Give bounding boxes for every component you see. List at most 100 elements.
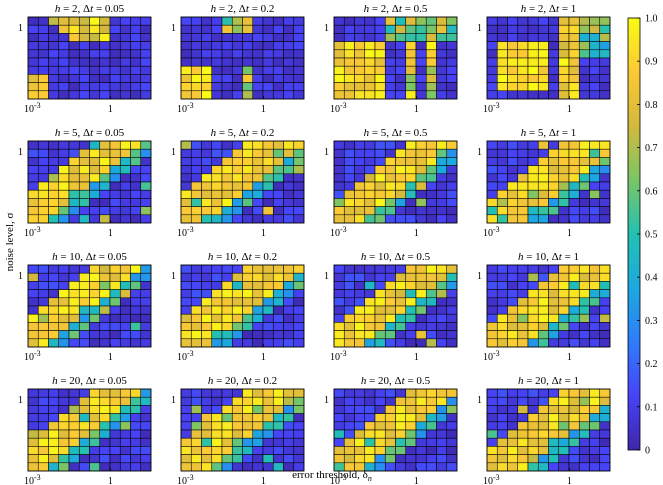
- heatmap-cell: [242, 281, 254, 290]
- heatmap-cell: [558, 82, 570, 92]
- heatmap-cell: [343, 82, 355, 92]
- heatmap-cell: [140, 90, 152, 100]
- heatmap-cell: [140, 206, 152, 216]
- heatmap-cell: [262, 454, 274, 464]
- heatmap-cell: [221, 272, 233, 282]
- heatmap-cell: [517, 148, 529, 158]
- heatmap-cell: [436, 165, 448, 175]
- heatmap-cell: [272, 189, 284, 199]
- heatmap-cell: [99, 322, 111, 331]
- heatmap-cell: [130, 405, 142, 414]
- heatmap-cell: [242, 297, 254, 307]
- heatmap-cell: [548, 82, 560, 92]
- heatmap-cell: [37, 148, 49, 158]
- heatmap-panel: h = 2, Δt = 0.210-3 11: [171, 3, 305, 115]
- heatmap-cell: [190, 181, 202, 191]
- heatmap-cell: [395, 148, 407, 158]
- heatmap-cell: [293, 189, 305, 199]
- heatmap-cell: [231, 305, 243, 315]
- heatmap-cell: [343, 437, 355, 447]
- heatmap-cell: [68, 198, 80, 207]
- heatmap-cell: [242, 305, 254, 315]
- heatmap-cell: [425, 388, 437, 398]
- heatmap-cell: [58, 65, 70, 75]
- heatmap-cell: [78, 214, 90, 224]
- heatmap-cell: [180, 57, 192, 67]
- heatmap-cell: [252, 74, 264, 83]
- heatmap-cell: [354, 305, 366, 315]
- heatmap-cell: [37, 305, 49, 315]
- heatmap-cell: [436, 24, 448, 34]
- heatmap-cell: [405, 57, 417, 67]
- heatmap-cell: [119, 157, 131, 166]
- heatmap-cell: [486, 405, 498, 414]
- heatmap-cell: [27, 322, 39, 331]
- heatmap-cell: [395, 41, 407, 51]
- heatmap-cell: [99, 338, 111, 348]
- heatmap-cell: [425, 57, 437, 67]
- heatmap-cell: [374, 74, 386, 83]
- heatmap-cell: [140, 189, 152, 199]
- heatmap-cell: [109, 305, 121, 315]
- heatmap-cell: [486, 446, 498, 455]
- heatmap-cell: [242, 264, 254, 274]
- heatmap-cell: [27, 148, 39, 158]
- heatmap-cell: [272, 413, 284, 423]
- heatmap-cell: [558, 165, 570, 175]
- heatmap-cell: [354, 165, 366, 175]
- heatmap-cell: [140, 264, 152, 274]
- heatmap-cell: [99, 272, 111, 282]
- heatmap-cell: [558, 338, 570, 348]
- heatmap-cell: [374, 82, 386, 92]
- heatmap-cell: [27, 65, 39, 75]
- heatmap-cell: [180, 322, 192, 331]
- heatmap-cell: [109, 297, 121, 307]
- panel-title: h = 5, Δt = 0.5: [364, 127, 428, 139]
- heatmap-cell: [384, 165, 396, 175]
- heatmap-cell: [568, 24, 580, 34]
- panel-title: h = 10, Δt = 1: [518, 251, 579, 263]
- heatmap-cell: [486, 148, 498, 158]
- heatmap-cell: [384, 90, 396, 100]
- heatmap-cell: [333, 90, 345, 100]
- heatmap-cell: [568, 157, 580, 166]
- heatmap-cell: [140, 33, 152, 42]
- heatmap-cell: [109, 429, 121, 439]
- heatmap-cell: [507, 322, 519, 331]
- heatmap-cell: [211, 148, 223, 158]
- heatmap-cell: [242, 148, 254, 158]
- heatmap-cell: [293, 181, 305, 191]
- heatmap-cell: [599, 313, 611, 323]
- heatmap-cell: [343, 65, 355, 75]
- heatmap-cell: [578, 305, 590, 315]
- heatmap-cell: [486, 214, 498, 224]
- heatmap-cell: [89, 289, 101, 299]
- heatmap-cell: [211, 140, 223, 150]
- heatmap-cell: [27, 437, 39, 447]
- heatmap-cell: [558, 173, 570, 183]
- heatmap-cell: [190, 173, 202, 183]
- heatmap-cell: [548, 437, 560, 447]
- y-tick-label: 1: [18, 271, 23, 282]
- heatmap-cell: [354, 289, 366, 299]
- heatmap-cell: [333, 413, 345, 423]
- x-tick-label: 10-3: [24, 101, 41, 115]
- heatmap-cell: [272, 140, 284, 150]
- heatmap-cell: [140, 198, 152, 207]
- heatmap-cell: [37, 264, 49, 274]
- heatmap-cell: [395, 330, 407, 340]
- heatmap-cell: [221, 65, 233, 75]
- heatmap-cell: [436, 281, 448, 290]
- heatmap-cell: [527, 305, 539, 315]
- colorbar-tick-label: 0.8: [645, 100, 658, 111]
- heatmap-cell: [190, 49, 202, 59]
- heatmap-cell: [374, 413, 386, 423]
- heatmap-cell: [37, 57, 49, 67]
- y-tick-label: 1: [324, 23, 329, 34]
- heatmap-cell: [343, 330, 355, 340]
- heatmap-cell: [486, 437, 498, 447]
- heatmap-cell: [221, 82, 233, 92]
- heatmap-cell: [486, 189, 498, 199]
- heatmap-cell: [599, 189, 611, 199]
- heatmap-cell: [496, 272, 508, 282]
